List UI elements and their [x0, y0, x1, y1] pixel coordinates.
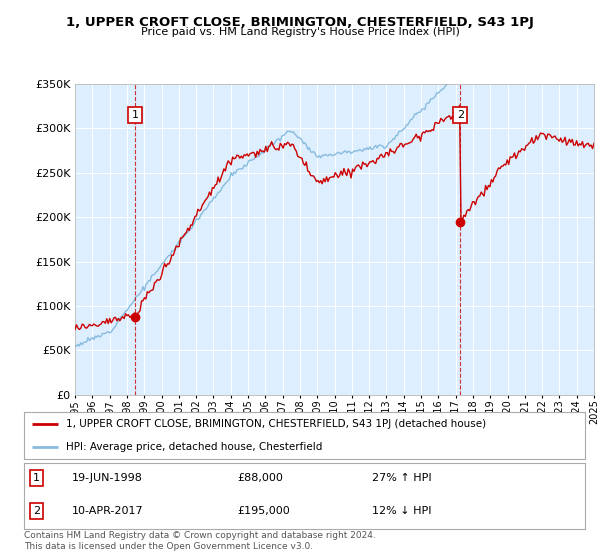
Text: 1: 1 [33, 473, 40, 483]
Text: 27% ↑ HPI: 27% ↑ HPI [372, 473, 431, 483]
Text: HPI: Average price, detached house, Chesterfield: HPI: Average price, detached house, Ches… [66, 442, 322, 452]
Text: 1: 1 [131, 110, 139, 120]
Text: Price paid vs. HM Land Registry's House Price Index (HPI): Price paid vs. HM Land Registry's House … [140, 27, 460, 37]
Text: 2: 2 [457, 110, 464, 120]
Text: 1, UPPER CROFT CLOSE, BRIMINGTON, CHESTERFIELD, S43 1PJ: 1, UPPER CROFT CLOSE, BRIMINGTON, CHESTE… [66, 16, 534, 29]
Text: This data is licensed under the Open Government Licence v3.0.: This data is licensed under the Open Gov… [24, 542, 313, 551]
Text: 2: 2 [33, 506, 40, 516]
Text: Contains HM Land Registry data © Crown copyright and database right 2024.: Contains HM Land Registry data © Crown c… [24, 531, 376, 540]
Text: £195,000: £195,000 [237, 506, 290, 516]
Text: 10-APR-2017: 10-APR-2017 [71, 506, 143, 516]
Text: 12% ↓ HPI: 12% ↓ HPI [372, 506, 431, 516]
Text: £88,000: £88,000 [237, 473, 283, 483]
Text: 1, UPPER CROFT CLOSE, BRIMINGTON, CHESTERFIELD, S43 1PJ (detached house): 1, UPPER CROFT CLOSE, BRIMINGTON, CHESTE… [66, 419, 486, 429]
Text: 19-JUN-1998: 19-JUN-1998 [71, 473, 143, 483]
